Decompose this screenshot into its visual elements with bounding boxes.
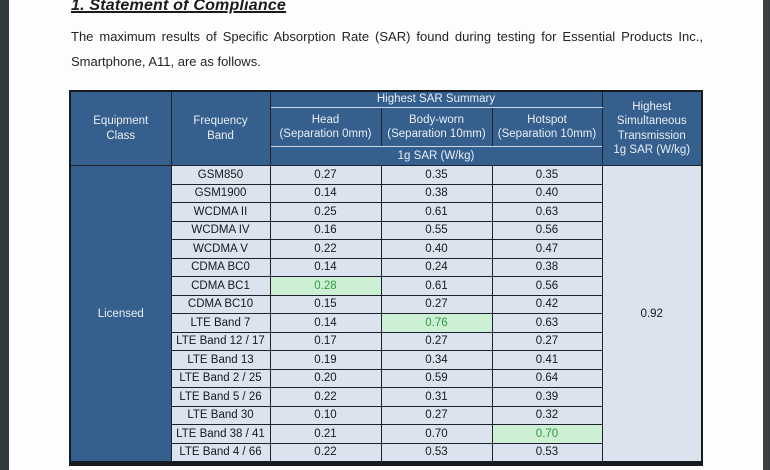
head-sar-cell: 0.10 [269,405,382,425]
col-header-body-worn: Body-worn (Separation 10mm) [380,107,493,147]
frequency-band-cell: LTE Band 5 / 26 [170,387,271,407]
table-row: LTE Band 5 / 26 0.22 0.31 0.39 [70,387,702,407]
head-sar-cell: 0.28 [269,276,382,296]
frequency-band-cell: WCDMA IV [170,220,271,240]
frequency-band-cell: LTE Band 12 / 17 [170,331,271,351]
hotspot-sar-cell: 0.63 [491,313,603,333]
body-worn-sar-cell: 0.59 [380,368,493,388]
head-sar-cell: 0.27 [269,165,382,185]
hotspot-sar-cell: 0.35 [491,165,603,185]
table-row: LTE Band 12 / 17 0.17 0.27 0.27 [70,331,702,351]
body-worn-sar-cell: 0.40 [380,239,493,259]
body-worn-sar-cell: 0.53 [380,442,493,464]
head-sar-cell: 0.22 [269,239,382,259]
table-row: LTE Band 38 / 41 0.21 0.70 0.70 [70,424,702,444]
hotspot-sar-cell: 0.42 [491,294,603,314]
hotspot-sar-cell: 0.63 [491,202,603,222]
intro-paragraph: The maximum results of Specific Absorpti… [71,29,703,69]
table-row: WCDMA IV 0.16 0.55 0.56 [70,220,702,240]
body-worn-sar-cell: 0.35 [380,165,493,185]
head-sar-cell: 0.19 [269,350,382,370]
body-worn-sar-cell: 0.34 [380,350,493,370]
head-sar-cell: 0.22 [269,442,382,464]
frequency-band-cell: GSM1900 [170,183,271,203]
window-edge-left [0,0,9,470]
hotspot-sar-cell: 0.38 [491,257,603,277]
body-worn-sar-cell: 0.76 [380,313,493,333]
hotspot-sar-cell: 0.39 [491,387,603,407]
sar-results-table: Equipment Class Frequency Band Highest S… [69,90,703,466]
col-header-frequency-band: Frequency Band [170,90,271,166]
equipment-class-value-cell: Licensed [69,165,172,464]
table-row: GSM1900 0.14 0.38 0.40 [70,183,702,203]
body-worn-sar-cell: 0.61 [380,202,493,222]
frequency-band-cell: WCDMA II [170,202,271,222]
frequency-band-cell: LTE Band 4 / 66 [170,442,271,464]
table-row: CDMA BC1 0.28 0.61 0.56 [70,276,702,296]
frequency-band-cell: WCDMA V [170,239,271,259]
col-header-highest-sar-summary: Highest SAR Summary [269,90,603,108]
head-sar-cell: 0.17 [269,331,382,351]
head-sar-cell: 0.16 [269,220,382,240]
col-header-1g-sar-unit: 1g SAR (W/kg) [269,146,603,166]
head-sar-cell: 0.15 [269,294,382,314]
frequency-band-cell: GSM850 [170,165,271,185]
hotspot-sar-cell: 0.56 [491,220,603,240]
frequency-band-cell: LTE Band 7 [170,313,271,333]
frequency-band-cell: CDMA BC0 [170,257,271,277]
frequency-band-cell: LTE Band 38 / 41 [170,424,271,444]
col-header-hotspot: Hotspot (Separation 10mm) [491,107,603,147]
head-sar-cell: 0.20 [269,368,382,388]
hotspot-sar-cell: 0.70 [491,424,603,444]
body-worn-sar-cell: 0.61 [380,276,493,296]
body-worn-sar-cell: 0.55 [380,220,493,240]
frequency-band-cell: LTE Band 2 / 25 [170,368,271,388]
table-row: CDMA BC10 0.15 0.27 0.42 [70,294,702,314]
head-sar-cell: 0.21 [269,424,382,444]
frequency-band-cell: LTE Band 30 [170,405,271,425]
frequency-band-cell: CDMA BC10 [170,294,271,314]
header-row-summary: Equipment Class Frequency Band Highest S… [69,90,703,166]
hotspot-sar-cell: 0.32 [491,405,603,425]
body-worn-sar-cell: 0.24 [380,257,493,277]
col-header-highest-simultaneous-transmission: Highest Simultaneous Transmission 1g SAR… [601,90,703,166]
hotspot-sar-cell: 0.53 [491,442,603,464]
header-row-positions: Head (Separation 0mm) Body-worn (Separat… [70,107,702,147]
head-sar-cell: 0.25 [269,202,382,222]
body-worn-sar-cell: 0.27 [380,405,493,425]
col-header-equipment-class: Equipment Class [69,90,172,166]
body-worn-sar-cell: 0.70 [380,424,493,444]
window-edge-right [763,0,770,470]
table-row: LTE Band 30 0.10 0.27 0.32 [70,405,702,425]
head-sar-cell: 0.14 [269,257,382,277]
table-row: LTE Band 4 / 66 0.22 0.53 0.53 [70,442,702,464]
hotspot-sar-cell: 0.47 [491,239,603,259]
head-sar-cell: 0.14 [269,313,382,333]
simultaneous-transmission-value-cell: 0.92 [601,165,703,464]
head-sar-cell: 0.22 [269,387,382,407]
table-row: WCDMA II 0.25 0.61 0.63 [70,202,702,222]
table-row: CDMA BC0 0.14 0.24 0.38 [70,257,702,277]
col-header-head: Head (Separation 0mm) [269,107,382,147]
head-sar-cell: 0.14 [269,183,382,203]
frequency-band-cell: CDMA BC1 [170,276,271,296]
section-title: 1. Statement of Compliance [71,0,287,14]
table-row: Licensed GSM850 0.27 0.35 0.35 0.92 [69,165,703,464]
table-row: LTE Band 13 0.19 0.34 0.41 [70,350,702,370]
hotspot-sar-cell: 0.41 [491,350,603,370]
body-worn-sar-cell: 0.38 [380,183,493,203]
document-page: 1. Statement of Compliance The maximum r… [9,0,763,470]
hotspot-sar-cell: 0.27 [491,331,603,351]
hotspot-sar-cell: 0.64 [491,368,603,388]
hotspot-sar-cell: 0.56 [491,276,603,296]
header-row-unit: 1g SAR (W/kg) [70,146,702,166]
frequency-band-cell: LTE Band 13 [170,350,271,370]
body-worn-sar-cell: 0.27 [380,294,493,314]
body-worn-sar-cell: 0.27 [380,331,493,351]
body-worn-sar-cell: 0.31 [380,387,493,407]
hotspot-sar-cell: 0.40 [491,183,603,203]
